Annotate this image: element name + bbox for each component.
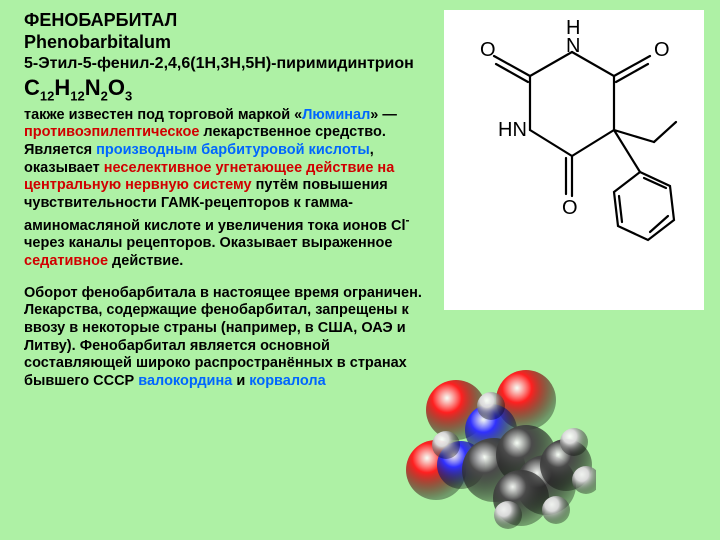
svg-text:O: O [480,39,496,61]
svg-text:O: O [654,39,670,61]
title-latin: Phenobarbitalum [24,32,426,54]
title-iupac: 5-Этил-5-фенил-2,4,6(1H,3H,5H)-пиримидин… [24,54,426,74]
paragraph-1: также известен под торговой маркой «Люми… [24,107,426,271]
molecular-formula: C12H12N2O3 [24,75,426,104]
svg-text:O: O [562,197,578,219]
spacefill-model [396,370,596,530]
structural-formula: O O O H N HN [444,10,704,310]
svg-text:HN: HN [498,119,527,141]
text-column: ФЕНОБАРБИТАЛ Phenobarbitalum 5-Этил-5-фе… [24,10,426,391]
title-caps: ФЕНОБАРБИТАЛ [24,10,426,32]
paragraph-2: Оборот фенобарбитала в настоящее время о… [24,285,426,391]
svg-text:N: N [566,35,580,57]
